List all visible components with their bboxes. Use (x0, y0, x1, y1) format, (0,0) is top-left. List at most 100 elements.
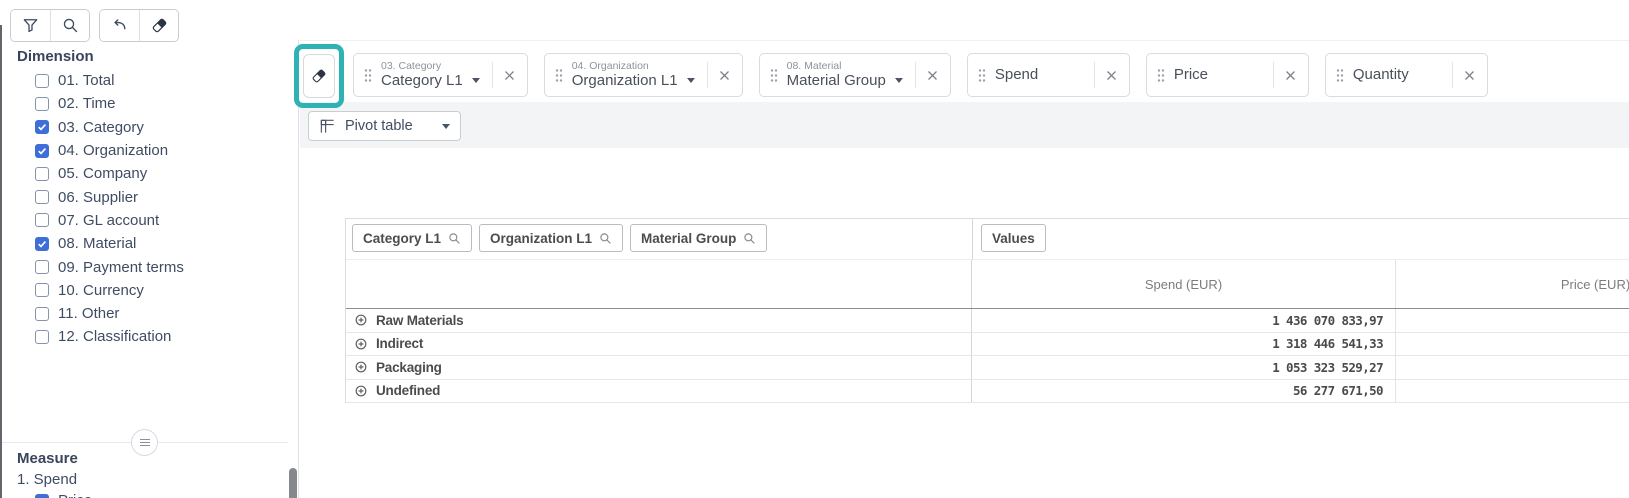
checkbox-unchecked[interactable] (35, 73, 49, 88)
dimension-header-material-group[interactable]: Material Group (630, 224, 768, 252)
column-header-spend[interactable]: Spend (EUR) (1144, 276, 1223, 292)
dimension-item-material[interactable]: 08. Material (35, 232, 298, 255)
price-value-cell[interactable] (1395, 332, 1629, 355)
visualization-type-select[interactable]: Pivot table (308, 111, 461, 141)
sidebar-section-divider (0, 429, 288, 456)
close-icon[interactable] (914, 53, 950, 97)
caret-down-icon[interactable] (894, 78, 903, 84)
row-label: Packaging (376, 359, 442, 375)
pivot-table: Category L1 Organization L1 Material Gro… (345, 218, 1629, 403)
chip-quantity[interactable]: Quantity (1324, 53, 1488, 97)
checkbox-unchecked[interactable] (35, 166, 49, 181)
measure-group-label[interactable]: 1. Spend (17, 470, 78, 488)
dimension-item-other[interactable]: 11. Other (35, 302, 298, 325)
dimension-header-label: Material Group (641, 230, 737, 246)
dimension-item-category[interactable]: 03. Category (35, 116, 298, 139)
drag-handle-icon[interactable] (978, 68, 986, 83)
drag-handle-icon[interactable] (555, 68, 563, 83)
price-value-cell[interactable] (1395, 379, 1629, 402)
chip-spend[interactable]: Spend (966, 53, 1130, 97)
dimension-header-organization-l1[interactable]: Organization L1 (479, 224, 624, 252)
drag-handle-icon[interactable] (1157, 68, 1165, 83)
chip-category[interactable]: 03. Category Category L1 (353, 53, 528, 97)
filter-button[interactable] (11, 10, 50, 41)
plus-circle-icon[interactable] (355, 314, 367, 326)
row-header-cell[interactable]: Indirect (346, 332, 972, 355)
spend-value-cell[interactable]: 1 053 323 529,27 (1272, 359, 1383, 375)
close-icon[interactable] (1272, 53, 1308, 97)
close-icon[interactable] (1093, 53, 1129, 97)
checkbox-unchecked[interactable] (35, 329, 49, 344)
checkbox-unchecked[interactable] (35, 190, 49, 205)
checkbox-unchecked[interactable] (35, 283, 49, 298)
chip-labels: 08. Material Material Group (787, 60, 903, 89)
drag-handle-icon[interactable] (364, 68, 372, 83)
chip-group-label: 03. Category (381, 59, 442, 72)
checkbox-checked[interactable] (35, 493, 49, 498)
chip-value-label: Category L1 (381, 71, 463, 89)
spend-value-cell[interactable]: 1 436 070 833,97 (1272, 312, 1383, 328)
caret-down-icon[interactable] (471, 78, 480, 84)
measure-item-price[interactable]: Price (0, 489, 298, 498)
clear-filters-button[interactable] (303, 54, 335, 98)
dimension-item-payment-terms[interactable]: 09. Payment terms (35, 255, 298, 278)
plus-circle-icon[interactable] (355, 385, 367, 397)
section-resize-handle[interactable] (131, 429, 158, 456)
search-icon[interactable] (599, 232, 612, 245)
dimension-item-organization[interactable]: 04. Organization (35, 139, 298, 162)
chip-price[interactable]: Price (1145, 53, 1309, 97)
filter-icon (22, 17, 39, 34)
plus-circle-icon[interactable] (355, 361, 367, 373)
plus-circle-icon[interactable] (355, 338, 367, 350)
row-header-cell[interactable]: Packaging (346, 356, 972, 379)
sidebar-scrollbar-thumb[interactable] (289, 468, 297, 498)
spend-value-cell[interactable]: 56 277 671,50 (1292, 383, 1384, 399)
dimension-list: 01. Total 02. Time 03. Category 04. Orga… (0, 69, 298, 349)
dimension-item-classification[interactable]: 12. Classification (35, 325, 298, 348)
window-left-edge (0, 25, 2, 498)
chip-material[interactable]: 08. Material Material Group (758, 53, 951, 97)
row-header-cell[interactable]: Undefined (346, 379, 972, 402)
dimension-header-label: Organization L1 (490, 230, 593, 246)
close-icon[interactable] (706, 53, 742, 97)
drag-handle-icon[interactable] (1336, 68, 1344, 83)
row-dimension-headers: Category L1 Organization L1 Material Gro… (346, 219, 972, 259)
row-header-cell[interactable]: Raw Materials (346, 309, 972, 332)
drag-handle-icon[interactable] (770, 68, 778, 83)
price-value-cell[interactable] (1395, 309, 1629, 332)
close-icon[interactable] (1451, 53, 1487, 97)
values-header-button[interactable]: Values (981, 224, 1046, 252)
table-row: Indirect 1 318 446 541,33 (346, 332, 1629, 356)
caret-down-icon[interactable] (686, 78, 695, 84)
search-icon[interactable] (743, 232, 756, 245)
close-icon[interactable] (491, 53, 527, 97)
dimension-item-time[interactable]: 02. Time (35, 92, 298, 115)
clear-selections-button[interactable] (139, 10, 178, 41)
undo-button[interactable] (100, 10, 139, 41)
dimension-item-company[interactable]: 05. Company (35, 162, 298, 185)
filter-chips-bar: 03. Category Category L1 04. Organizatio… (294, 40, 1629, 108)
chip-labels: 04. Organization Organization L1 (572, 60, 695, 89)
checkbox-checked[interactable] (35, 120, 49, 135)
undo-icon (111, 17, 128, 34)
dimension-item-total[interactable]: 01. Total (35, 69, 298, 92)
chip-organization[interactable]: 04. Organization Organization L1 (543, 53, 743, 97)
search-icon[interactable] (448, 232, 461, 245)
checkbox-unchecked[interactable] (35, 213, 49, 228)
table-row: Packaging 1 053 323 529,27 (346, 356, 1629, 380)
dimension-header-category-l1[interactable]: Category L1 (352, 224, 473, 252)
checkbox-unchecked[interactable] (35, 96, 49, 111)
checkbox-checked[interactable] (35, 143, 49, 158)
eraser-icon (311, 68, 327, 84)
spend-value-cell[interactable]: 1 318 446 541,33 (1272, 336, 1383, 352)
dimension-item-currency[interactable]: 10. Currency (35, 279, 298, 302)
column-header-price[interactable]: Price (EUR) (1395, 260, 1629, 308)
checkbox-unchecked[interactable] (35, 260, 49, 275)
dimension-item-gl-account[interactable]: 07. GL account (35, 209, 298, 232)
price-value-cell[interactable] (1395, 356, 1629, 379)
checkbox-unchecked[interactable] (35, 306, 49, 321)
checkbox-checked[interactable] (35, 236, 49, 251)
dimension-item-supplier[interactable]: 06. Supplier (35, 185, 298, 208)
search-button[interactable] (50, 10, 89, 41)
pivot-body: Raw Materials 1 436 070 833,97 Indirect … (346, 308, 1629, 403)
